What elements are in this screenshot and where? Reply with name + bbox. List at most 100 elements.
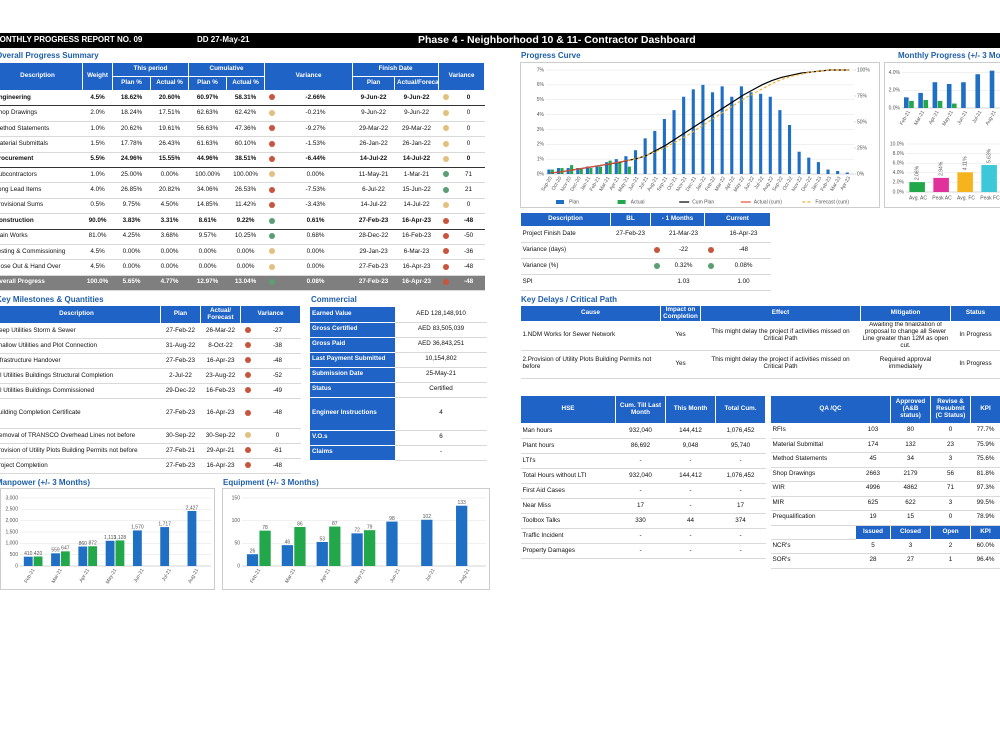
table-row: Construction90.0%3.83%3.31%8.61%9.22% 0.6… [0, 213, 485, 230]
cell: 62.42% [226, 105, 265, 122]
bar [23, 556, 33, 566]
bar [937, 100, 943, 108]
overall-progress-table: Description Weight This period Cumulative Va… [0, 62, 486, 292]
cell: - [715, 528, 766, 544]
data-label: 5.63% [986, 148, 992, 163]
row-label: V.O.s [310, 430, 395, 446]
cell: 17 [615, 498, 666, 514]
data-label: 26 [250, 549, 256, 555]
table-row: Gross Certified AED 83,505,039 [310, 322, 487, 338]
table-row: SOR's 28 27 1 96.4% [770, 553, 1000, 569]
table-row: Engineering4.5%18.62%20.60%60.97%58.31%-… [0, 90, 485, 107]
cell: - [665, 543, 716, 559]
table-row: Project Finish Date 27-Feb-23 21-Mar-23 16-… [520, 226, 771, 243]
bar [132, 530, 142, 566]
table-row: Close Out & Hand Over 4.5% 0.00% 0.00% 0.00%… [0, 259, 485, 276]
cell: 0.00% [150, 259, 189, 276]
cell: 16-Apr-23 [394, 259, 439, 276]
table-row: Building Completion Certificate 27-Feb-23… [0, 398, 301, 429]
legend-swatch [617, 200, 626, 204]
cell: - [615, 453, 666, 469]
cell: 1.00 [716, 274, 771, 291]
cell: 100.0% [82, 275, 113, 292]
cell: 9.75% [112, 198, 151, 215]
status-cell [438, 90, 453, 107]
y-tick-label: 2.0% [893, 180, 905, 186]
row-label: Procurement [0, 152, 83, 168]
row-label: Total Hours without LTI [520, 468, 616, 484]
header-cell: Impact on Completion [660, 305, 701, 322]
status-cell [264, 136, 279, 153]
row-label: Project Completion [0, 458, 161, 474]
cell [610, 258, 651, 275]
cell: 27-Feb-23 [160, 353, 201, 369]
header-cell: Total Cum. [715, 395, 766, 424]
bar [595, 166, 599, 174]
table-row: Claims - [310, 445, 487, 461]
row-label: Shallow Utilities and Plot Connection [0, 338, 161, 354]
cell: Awaiting the finalization of proposal to… [860, 321, 951, 351]
bar [923, 100, 929, 108]
bar [730, 96, 734, 174]
cell: 1.0% [82, 167, 113, 184]
bar [187, 510, 197, 566]
y-tick-label: 150 [232, 495, 241, 501]
row-label: Earned Value [310, 307, 395, 323]
header-cell: Actual % [150, 76, 189, 91]
cell: 1.5% [82, 136, 113, 153]
cell: 0.08% [278, 275, 353, 292]
row-label: Near Miss [520, 498, 616, 514]
cell: - [715, 483, 766, 499]
status-cell [438, 167, 453, 184]
header-cell: - 1 Months [649, 212, 706, 227]
status-dot [442, 232, 449, 239]
cell: 27-Feb-23 [352, 259, 395, 276]
cell: AED 128,148,910 [395, 307, 487, 323]
table-row: Submission Date 25-May-21 [310, 367, 487, 383]
row-label: Engineer Instructions [310, 397, 395, 431]
table-row: Overall Progress100.0%5.65%4.77%12.97%13… [0, 275, 485, 292]
cell: 20.82% [150, 182, 189, 199]
cell: - [615, 483, 666, 499]
x-tick-label: Jul-21 [425, 567, 437, 582]
status-dot [442, 263, 449, 270]
status-dot [442, 217, 449, 224]
y-tick-label: 3,000 [5, 495, 18, 501]
header-cell: Plan % [112, 76, 151, 91]
data-label: 2,427 [186, 505, 199, 511]
status-dot [442, 109, 449, 116]
status-cell [264, 90, 279, 107]
table-row: MIR 625 622 3 99.5% [770, 496, 1000, 511]
bar [932, 82, 938, 108]
line [627, 69, 850, 162]
row-label: Plant hours [520, 438, 616, 454]
cell: -48 [452, 213, 485, 230]
cell: In Progress [950, 321, 1000, 351]
table-row: Testing & Commissioning 4.5% 0.00% 0.00% 0.0… [0, 244, 485, 261]
status-dot [268, 140, 275, 147]
row-label: SOR's [770, 553, 856, 569]
y-tick-label: 0% [537, 171, 545, 177]
report-date: DD 27-May-21 [197, 35, 250, 44]
row-label: Deep Utilities Storm & Sewer [0, 323, 161, 339]
table-row: Status Certified [310, 382, 487, 398]
cell: 0 [930, 423, 971, 439]
header-row: Issued Closed Open KPI [770, 524, 1000, 540]
cell: AED 36,843,251 [395, 337, 487, 353]
cell: 15.55% [150, 152, 189, 168]
bar [672, 110, 676, 174]
row-label: Close Out & Hand Over [0, 259, 83, 276]
cell: 75.9% [970, 438, 1000, 453]
cell: -9.27% [278, 121, 353, 138]
y-tick-label: 10.0% [890, 141, 905, 147]
status-dot [244, 327, 251, 334]
data-label: 78 [262, 525, 268, 531]
table-row: Variance (days) -22 -48 [520, 242, 771, 259]
cell: 0.61% [278, 213, 353, 230]
cell: 71 [452, 167, 485, 184]
cell: 0.00% [112, 244, 151, 261]
header-cell: Description [0, 305, 161, 324]
cell: 21-Mar-23 [662, 226, 705, 243]
x-tick-label: May-21 [941, 109, 955, 127]
row-label: Variance (days) [520, 242, 611, 259]
